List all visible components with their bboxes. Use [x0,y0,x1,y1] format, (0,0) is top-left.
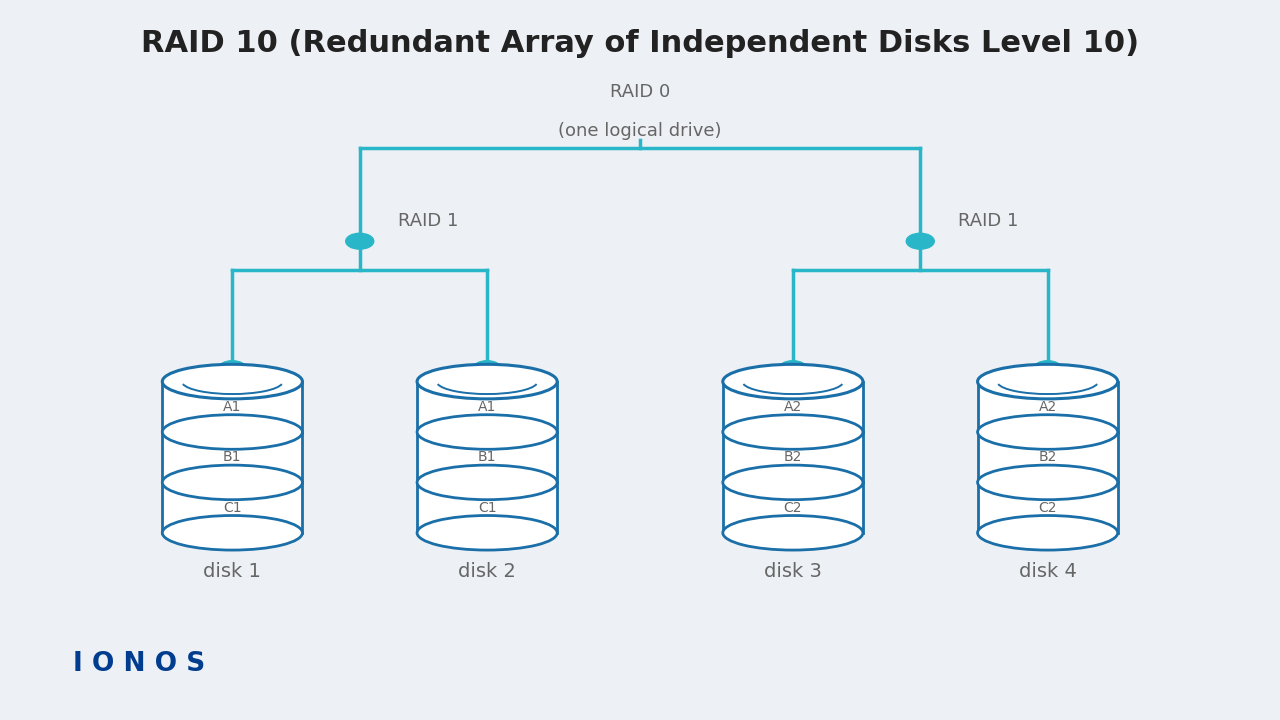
Text: C1: C1 [223,500,242,515]
Circle shape [778,361,806,377]
Ellipse shape [163,516,302,550]
Ellipse shape [978,415,1117,449]
Bar [163,382,302,432]
Circle shape [219,361,246,377]
Text: B2: B2 [1038,450,1057,464]
Ellipse shape [417,465,557,500]
Ellipse shape [163,465,302,500]
Bar [163,432,302,482]
Ellipse shape [978,516,1117,550]
Text: RAID 10 (Redundant Array of Independent Disks Level 10): RAID 10 (Redundant Array of Independent … [141,29,1139,58]
Text: disk 2: disk 2 [458,562,516,580]
Circle shape [346,233,374,249]
Bar [723,482,863,533]
Ellipse shape [723,465,863,500]
Text: (one logical drive): (one logical drive) [558,122,722,140]
Bar [978,382,1117,432]
Text: B1: B1 [223,450,242,464]
Ellipse shape [978,465,1117,500]
Text: disk 3: disk 3 [764,562,822,580]
Text: A2: A2 [783,400,803,414]
Bar [978,482,1117,533]
Ellipse shape [723,415,863,449]
Text: C2: C2 [783,500,803,515]
Text: A1: A1 [477,400,497,414]
Bar [417,432,557,482]
Bar [417,382,557,432]
Bar [978,432,1117,482]
Ellipse shape [417,364,557,399]
Text: C1: C1 [477,500,497,515]
Circle shape [906,233,934,249]
Text: A2: A2 [1038,400,1057,414]
Text: I O N O S: I O N O S [73,651,205,677]
Ellipse shape [723,516,863,550]
Circle shape [474,361,502,377]
Text: B1: B1 [477,450,497,464]
Text: RAID 1: RAID 1 [398,212,458,230]
Text: C2: C2 [1038,500,1057,515]
Bar [723,382,863,432]
Bar [417,482,557,533]
Ellipse shape [163,364,302,399]
Ellipse shape [417,516,557,550]
Ellipse shape [978,364,1117,399]
Text: RAID 1: RAID 1 [959,212,1019,230]
Ellipse shape [417,415,557,449]
Text: disk 1: disk 1 [204,562,261,580]
Text: B2: B2 [783,450,803,464]
Bar [723,432,863,482]
Text: disk 4: disk 4 [1019,562,1076,580]
Text: RAID 0: RAID 0 [609,83,671,101]
Circle shape [1034,361,1061,377]
Ellipse shape [723,364,863,399]
Ellipse shape [163,415,302,449]
Bar [163,482,302,533]
Text: A1: A1 [223,400,242,414]
